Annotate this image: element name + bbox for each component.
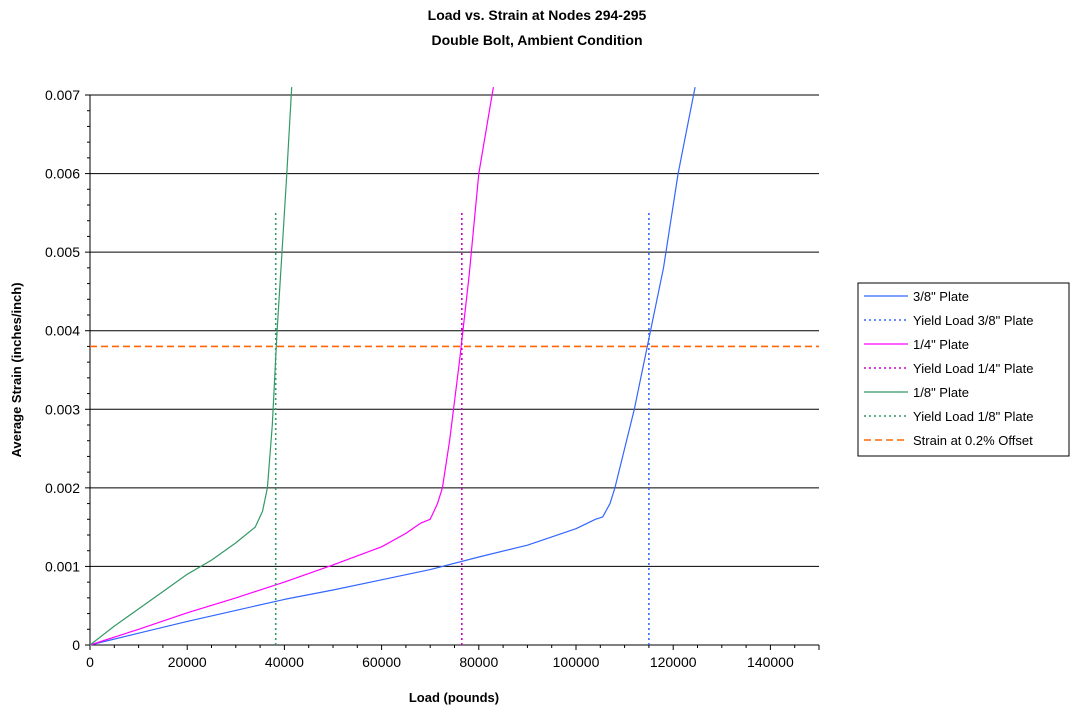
legend-label-yield-load-1-8-plate: Yield Load 1/8" Plate xyxy=(913,409,1034,424)
y-tick-label: 0.001 xyxy=(45,558,80,574)
legend-label-yield-load-1-4-plate: Yield Load 1/4" Plate xyxy=(913,361,1034,376)
x-tick-label: 20000 xyxy=(168,654,207,670)
y-tick-label: 0.002 xyxy=(45,480,80,496)
legend: 3/8" Plate Yield Load 3/8" Plate 1/4" Plat… xyxy=(857,282,1070,457)
legend-box xyxy=(857,282,1070,457)
x-tick-label: 0 xyxy=(86,654,94,670)
x-tick-label: 60000 xyxy=(362,654,401,670)
y-tick-label: 0.003 xyxy=(45,401,80,417)
chart-title: Load vs. Strain at Nodes 294-295 xyxy=(428,7,647,23)
x-tick-label: 140000 xyxy=(747,654,794,670)
y-axis-title: Average Strain (inches/inch) xyxy=(9,282,24,457)
legend-label-1-8-plate: 1/8" Plate xyxy=(913,385,969,400)
legend-label-yield-load-3-8-plate: Yield Load 3/8" Plate xyxy=(913,313,1034,328)
x-tick-label: 40000 xyxy=(265,654,304,670)
legend-label-1-4-plate: 1/4" Plate xyxy=(913,337,969,352)
series-line-3-8-plate xyxy=(89,86,696,646)
series-line-1-8-plate xyxy=(89,87,293,646)
y-tick-label: 0.005 xyxy=(45,244,80,260)
x-tick-label: 100000 xyxy=(553,654,600,670)
legend-label-3-8-plate: 3/8" Plate xyxy=(913,289,969,304)
grid-layer xyxy=(90,94,819,567)
x-tick-label: 120000 xyxy=(650,654,697,670)
x-axis-title: Load (pounds) xyxy=(409,690,499,705)
x-tick-label: 80000 xyxy=(459,654,498,670)
axes-layer: 0 0.001 0.002 0.003 0.004 0.005 0.006 0.007 0 200… xyxy=(45,87,820,670)
legend-label-strain-at-0-2-offset: Strain at 0.2% Offset xyxy=(913,433,1033,448)
series-layer xyxy=(89,86,819,646)
y-tick-label: 0.007 xyxy=(45,87,80,103)
y-tick-label: 0.006 xyxy=(45,166,80,182)
series-line-1-4-plate xyxy=(89,87,494,646)
y-tick-label: 0.004 xyxy=(45,323,80,339)
y-tick-label: 0 xyxy=(72,637,80,653)
chart-subtitle: Double Bolt, Ambient Condition xyxy=(431,32,642,48)
